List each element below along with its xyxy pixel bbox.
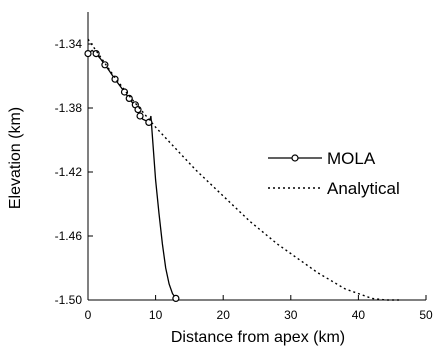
x-tick-label: 20 xyxy=(217,308,231,322)
y-tick-label: -1.38 xyxy=(55,101,83,115)
data-point-mola xyxy=(92,49,100,58)
data-point-mola xyxy=(84,49,92,58)
data-point-mola xyxy=(101,61,109,69)
data-point-mola xyxy=(145,118,153,127)
x-tick-label: 40 xyxy=(352,308,366,322)
x-tick-label: 30 xyxy=(284,308,298,322)
series-line-analytical xyxy=(87,38,399,301)
series-layer xyxy=(84,38,399,302)
data-point-mola xyxy=(134,105,142,114)
y-tick-label: -1.34 xyxy=(55,37,83,51)
y-tick-label: -1.42 xyxy=(55,165,83,179)
data-point-mola xyxy=(172,294,180,302)
x-tick-label: 50 xyxy=(419,308,433,322)
legend-analytical-label: Analytical xyxy=(327,179,400,198)
ticks-layer: 0 10 20 30 40 50 -1.50 -1.46 -1.42 -1.38 -1.34 xyxy=(55,37,433,322)
x-axis-label: Distance from apex (km) xyxy=(171,329,345,346)
legend-mola-label: MOLA xyxy=(327,149,376,168)
plot-frame xyxy=(87,12,426,301)
x-tick-label: 0 xyxy=(85,308,92,322)
y-tick-label: -1.50 xyxy=(55,293,83,307)
legend: MOLA Analytical xyxy=(268,149,400,198)
data-point-mola xyxy=(136,112,144,120)
y-axis-label: Elevation (km) xyxy=(7,107,24,209)
series-line-mola xyxy=(87,49,177,299)
y-tick-label: -1.46 xyxy=(55,229,83,243)
x-tick-label: 10 xyxy=(149,308,163,322)
legend-mola-marker xyxy=(291,154,299,162)
